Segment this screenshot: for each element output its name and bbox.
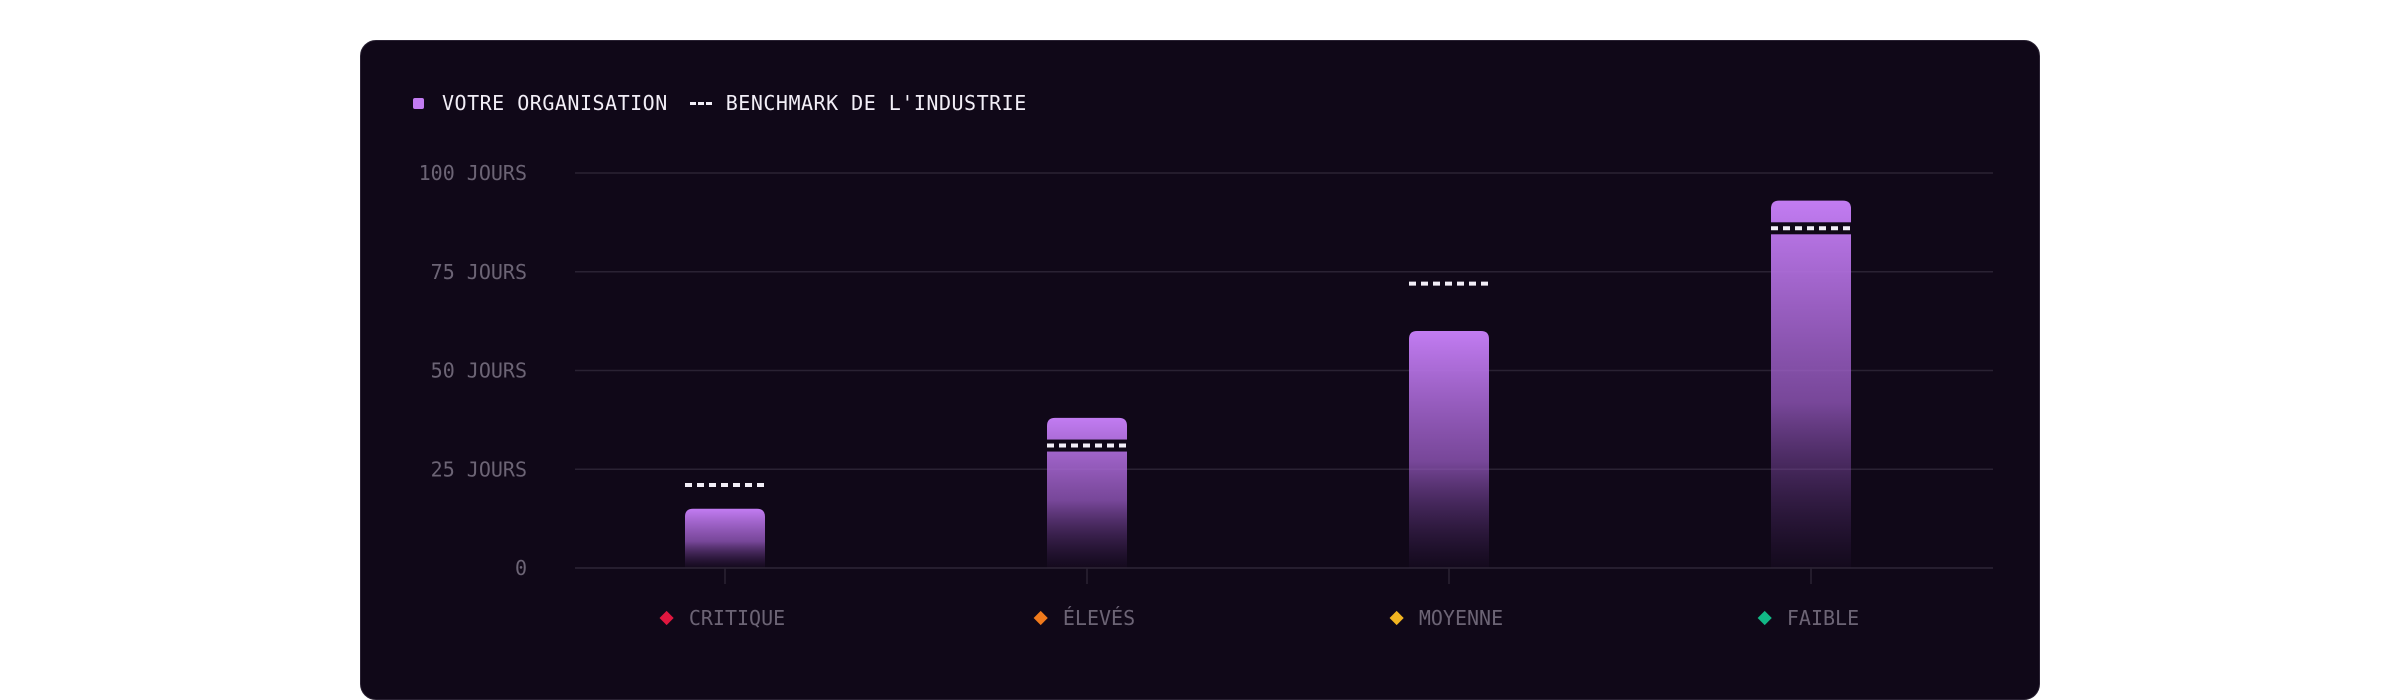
benchmark-dash-icon bbox=[689, 101, 712, 105]
legend-organisation-label: VOTRE ORGANISATION bbox=[442, 91, 668, 115]
bar-1 bbox=[1047, 417, 1127, 568]
x-category-label: ÉLEVÉS bbox=[1063, 606, 1135, 630]
legend-benchmark-label: BENCHMARK DE L'INDUSTRIE bbox=[725, 91, 1027, 115]
chart-card: VOTRE ORGANISATION BENCHMARK DE L'INDUST… bbox=[360, 40, 2040, 700]
x-category-label: MOYENNE bbox=[1419, 606, 1503, 630]
severity-diamond-icon bbox=[1033, 610, 1048, 626]
y-tick-label: 50 JOURS bbox=[431, 359, 527, 383]
y-tick-label: 75 JOURS bbox=[431, 260, 527, 284]
y-tick-label: 100 JOURS bbox=[419, 161, 527, 185]
bar-chart: 0 25 JOURS 50 JOURS 75 JOURS 100 JOURS CRITI… bbox=[419, 161, 1993, 630]
chart-legend: VOTRE ORGANISATION BENCHMARK DE L'INDUST… bbox=[413, 91, 1049, 115]
y-tick-label: 0 bbox=[515, 556, 527, 580]
bar-2 bbox=[1409, 331, 1489, 568]
severity-diamond-icon bbox=[1389, 610, 1404, 626]
y-tick-label: 25 JOURS bbox=[431, 457, 527, 481]
x-category-label: CRITIQUE bbox=[689, 606, 785, 630]
bar-3 bbox=[1771, 200, 1851, 568]
severity-diamond-icon bbox=[1757, 610, 1772, 626]
bar-0 bbox=[685, 508, 765, 568]
x-category-label: FAIBLE bbox=[1787, 606, 1859, 630]
severity-diamond-icon bbox=[659, 610, 674, 626]
organisation-swatch-icon bbox=[413, 97, 424, 109]
